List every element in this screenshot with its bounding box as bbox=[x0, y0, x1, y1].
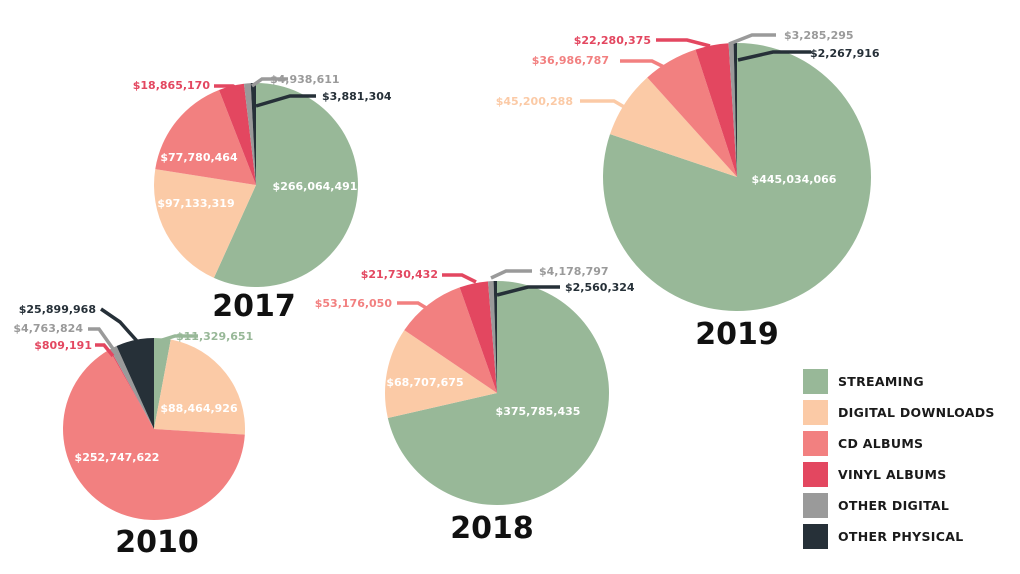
pie-slice-2010-other-physical bbox=[116, 338, 154, 429]
data-label-2018-other-physical: $2,560,324 bbox=[565, 281, 635, 294]
pie-2018: $375,785,435 $68,707,675 $53,176,050 $21,73… bbox=[315, 265, 635, 546]
legend-item-digital-downloads: DIGITAL DOWNLOADS bbox=[803, 397, 1018, 428]
legend: STREAMING DIGITAL DOWNLOADS CD ALBUMS VINYL… bbox=[803, 366, 1018, 552]
legend-item-other-physical: OTHER PHYSICAL bbox=[803, 521, 1018, 552]
data-label-2017-digital-downloads: $97,133,319 bbox=[157, 197, 234, 210]
legend-swatch-cd-albums bbox=[803, 431, 828, 456]
pie-slice-2010-other-digital bbox=[110, 346, 154, 429]
data-label-2010-cd-albums: $252,747,622 bbox=[75, 451, 160, 464]
data-label-2019-vinyl-albums: $22,280,375 bbox=[574, 34, 651, 47]
leader-line-2019-vinyl-albums bbox=[656, 38, 711, 48]
legend-item-other-digital: OTHER DIGITAL bbox=[803, 490, 1018, 521]
data-label-2018-digital-downloads: $68,707,675 bbox=[386, 376, 463, 389]
pie-slice-2017-vinyl-albums bbox=[219, 83, 256, 185]
legend-item-streaming: STREAMING bbox=[803, 366, 1018, 397]
leader-line-2017-other-digital bbox=[250, 77, 288, 88]
data-label-2019-streaming: $445,034,066 bbox=[752, 173, 837, 186]
pie-title-2019: 2019 bbox=[695, 317, 779, 352]
leader-line-2017-vinyl-albums bbox=[214, 84, 245, 94]
data-label-2010-streaming: $11,329,651 bbox=[176, 330, 253, 343]
legend-swatch-digital-downloads bbox=[803, 400, 828, 425]
pie-slice-2018-vinyl-albums bbox=[459, 281, 497, 393]
legend-label: CD ALBUMS bbox=[838, 436, 924, 451]
legend-swatch-other-physical bbox=[803, 524, 828, 549]
pie-slice-2018-digital-downloads bbox=[385, 330, 497, 418]
data-label-2018-cd-albums: $53,176,050 bbox=[315, 297, 393, 310]
pie-slice-2019-vinyl-albums bbox=[695, 43, 737, 178]
data-label-2017-other-physical: $3,881,304 bbox=[322, 90, 392, 103]
leader-line-2010-other-physical bbox=[100, 307, 139, 343]
leader-line-2017-other-physical bbox=[255, 94, 316, 108]
leader-line-2018-vinyl-albums bbox=[442, 273, 477, 284]
legend-item-vinyl-albums: VINYL ALBUMS bbox=[803, 459, 1018, 490]
data-label-2010-other-digital: $4,763,824 bbox=[13, 322, 83, 335]
leader-line-2010-streaming bbox=[158, 334, 198, 343]
data-label-2017-vinyl-albums: $18,865,170 bbox=[133, 79, 211, 92]
pie-2019: $445,034,066 $45,200,288 $36,986,787 $22,28… bbox=[496, 29, 880, 352]
data-label-2019-other-digital: $3,285,295 bbox=[784, 29, 854, 42]
leader-line-2010-vinyl-albums bbox=[95, 343, 115, 358]
data-label-2010-vinyl-albums: $809,191 bbox=[34, 339, 92, 352]
leader-line-2018-other-physical bbox=[496, 285, 560, 297]
data-label-2019-digital-downloads: $45,200,288 bbox=[496, 95, 573, 108]
pie-title-2010: 2010 bbox=[115, 525, 199, 560]
pie-slice-2019-other-physical bbox=[733, 42, 737, 177]
pie-slice-2017-digital-downloads bbox=[153, 169, 256, 278]
pie-slice-2019-streaming bbox=[603, 43, 872, 311]
data-label-2010-other-physical: $25,899,968 bbox=[19, 303, 96, 316]
leader-line-2019-cd-albums bbox=[620, 59, 665, 69]
pie-slice-2010-cd-albums bbox=[63, 349, 245, 520]
data-label-2019-other-physical: $2,267,916 bbox=[810, 47, 880, 60]
leader-line-2019-other-physical bbox=[737, 50, 811, 62]
pie-2010: $11,329,651 $88,464,926 $252,747,622 $809,1… bbox=[13, 303, 253, 560]
legend-swatch-vinyl-albums bbox=[803, 462, 828, 487]
pie-slice-2018-other-digital bbox=[488, 281, 497, 393]
data-label-2018-streaming: $375,785,435 bbox=[496, 405, 581, 418]
legend-label: STREAMING bbox=[838, 374, 924, 389]
legend-swatch-other-digital bbox=[803, 493, 828, 518]
data-label-2017-cd-albums: $77,780,464 bbox=[160, 151, 238, 164]
pie-2017: $266,064,491 $97,133,319 $77,780,464 $18,86… bbox=[133, 73, 392, 324]
leader-line-2018-cd-albums bbox=[397, 301, 429, 311]
pie-slice-2017-other-digital bbox=[243, 83, 256, 185]
data-label-2017-other-digital: $4,938,611 bbox=[270, 73, 340, 86]
pie-slice-2018-streaming bbox=[387, 281, 610, 506]
legend-item-cd-albums: CD ALBUMS bbox=[803, 428, 1018, 459]
data-label-2018-vinyl-albums: $21,730,432 bbox=[361, 268, 438, 281]
data-label-2017-streaming: $266,064,491 bbox=[273, 180, 358, 193]
legend-label: VINYL ALBUMS bbox=[838, 467, 947, 482]
pie-slice-2017-other-physical bbox=[250, 83, 256, 185]
leader-line-2019-digital-downloads bbox=[580, 99, 627, 110]
pie-slice-2010-vinyl-albums bbox=[109, 349, 154, 429]
pie-slice-2018-other-physical bbox=[493, 280, 497, 393]
pie-slice-2019-digital-downloads bbox=[610, 77, 737, 177]
legend-label: OTHER DIGITAL bbox=[838, 498, 950, 513]
legend-label: DIGITAL DOWNLOADS bbox=[838, 405, 995, 420]
pie-slice-2019-cd-albums bbox=[647, 49, 737, 177]
legend-label: OTHER PHYSICAL bbox=[838, 529, 964, 544]
pie-slice-2017-cd-albums bbox=[155, 89, 256, 185]
pie-slice-2018-cd-albums bbox=[404, 287, 497, 393]
leader-line-2010-other-digital bbox=[88, 327, 118, 355]
pie-slice-2010-streaming bbox=[154, 338, 171, 429]
leader-line-2019-other-digital bbox=[728, 33, 776, 46]
data-label-2018-other-digital: $4,178,797 bbox=[539, 265, 609, 278]
pie-slice-2019-other-digital bbox=[728, 43, 737, 177]
pie-title-2018: 2018 bbox=[450, 511, 534, 546]
data-label-2019-cd-albums: $36,986,787 bbox=[532, 54, 609, 67]
data-label-2010-digital-downloads: $88,464,926 bbox=[160, 402, 238, 415]
legend-swatch-streaming bbox=[803, 369, 828, 394]
leader-line-2018-other-digital bbox=[490, 269, 532, 280]
pie-slice-2010-digital-downloads bbox=[154, 339, 246, 435]
pie-slice-2017-streaming bbox=[213, 83, 358, 287]
pie-title-2017: 2017 bbox=[212, 289, 296, 324]
